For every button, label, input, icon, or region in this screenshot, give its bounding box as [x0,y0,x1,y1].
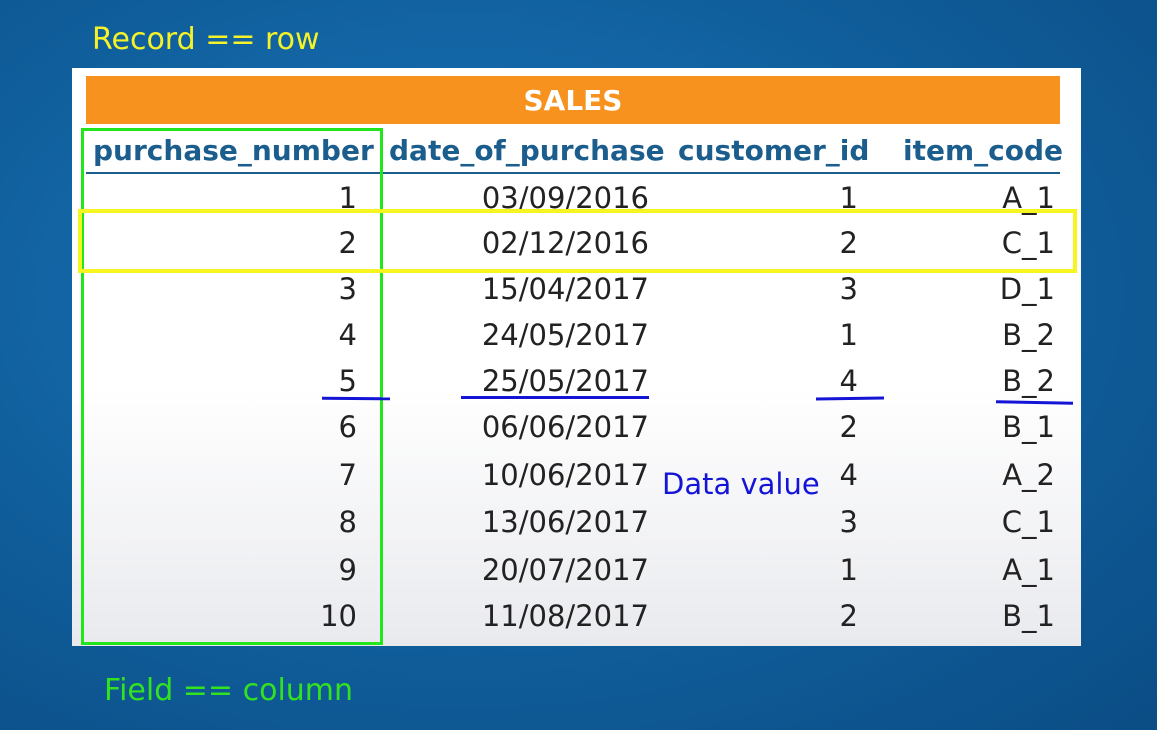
cell-customer-id: 1 [839,553,858,587]
cell-item-code: B_1 [1002,599,1055,633]
table-row: 9 20/07/2017 1 A_1 [0,547,1157,593]
column-header-purchase-number: purchase_number [93,134,374,167]
cell-item-code: A_1 [1002,553,1055,587]
cell-customer-id: 1 [839,181,858,215]
table-row: 6 06/06/2017 2 B_1 [0,404,1157,450]
table-row: 3 15/04/2017 3 D_1 [0,266,1157,312]
column-header-customer-id: customer_id [678,134,870,167]
cell-purchase-number: 7 [338,458,357,492]
cell-customer-id: 2 [839,599,858,633]
field-column-highlight [81,128,383,645]
table-row: 8 13/06/2017 3 C_1 [0,499,1157,545]
cell-date-of-purchase: 02/12/2016 [481,226,649,260]
cell-date-of-purchase: 25/05/2017 [481,364,649,398]
record-equals-row-label: Record == row [92,22,320,57]
cell-date-of-purchase: 13/06/2017 [481,505,649,539]
data-value-underline-1 [321,396,391,401]
column-header-date-of-purchase: date_of_purchase [389,134,665,167]
cell-item-code: C_1 [1001,505,1055,539]
cell-date-of-purchase: 20/07/2017 [481,553,649,587]
data-value-underline-2 [461,396,649,399]
cell-purchase-number: 4 [338,318,357,352]
cell-date-of-purchase: 24/05/2017 [481,318,649,352]
cell-date-of-purchase: 11/08/2017 [481,599,649,633]
table-row: 7 10/06/2017 4 A_2 [0,452,1157,498]
table-row: 5 25/05/2017 4 B_2 [0,358,1157,404]
cell-item-code: B_2 [1002,318,1055,352]
record-row-highlight [78,209,1077,273]
cell-item-code: B_1 [1002,410,1055,444]
cell-purchase-number: 2 [338,226,357,260]
cell-date-of-purchase: 15/04/2017 [481,272,649,306]
cell-purchase-number: 1 [338,181,357,215]
cell-customer-id: 4 [839,364,858,398]
table-row: 4 24/05/2017 1 B_2 [0,312,1157,358]
cell-customer-id: 3 [839,505,858,539]
cell-purchase-number: 5 [338,364,357,398]
cell-purchase-number: 3 [338,272,357,306]
cell-purchase-number: 9 [338,553,357,587]
cell-item-code: B_2 [1002,364,1055,398]
table-panel [72,68,1081,646]
cell-purchase-number: 6 [338,410,357,444]
column-header-item-code: item_code [903,134,1064,167]
cell-date-of-purchase: 06/06/2017 [481,410,649,444]
table-title-banner: SALES [86,76,1060,124]
cell-date-of-purchase: 10/06/2017 [481,458,649,492]
cell-item-code: D_1 [999,272,1055,306]
cell-customer-id: 4 [839,458,858,492]
field-equals-column-label: Field == column [104,673,354,708]
cell-customer-id: 2 [839,226,858,260]
table-row: 10 11/08/2017 2 B_1 [0,593,1157,639]
table-row: 2 02/12/2016 2 C_1 [0,220,1157,266]
cell-customer-id: 1 [839,318,858,352]
data-value-label: Data value [662,467,820,501]
cell-item-code: A_2 [1002,458,1055,492]
cell-purchase-number: 8 [338,505,357,539]
cell-item-code: C_1 [1001,226,1055,260]
header-divider [86,172,1060,174]
cell-customer-id: 2 [839,410,858,444]
cell-customer-id: 3 [839,272,858,306]
cell-purchase-number: 10 [320,599,357,633]
